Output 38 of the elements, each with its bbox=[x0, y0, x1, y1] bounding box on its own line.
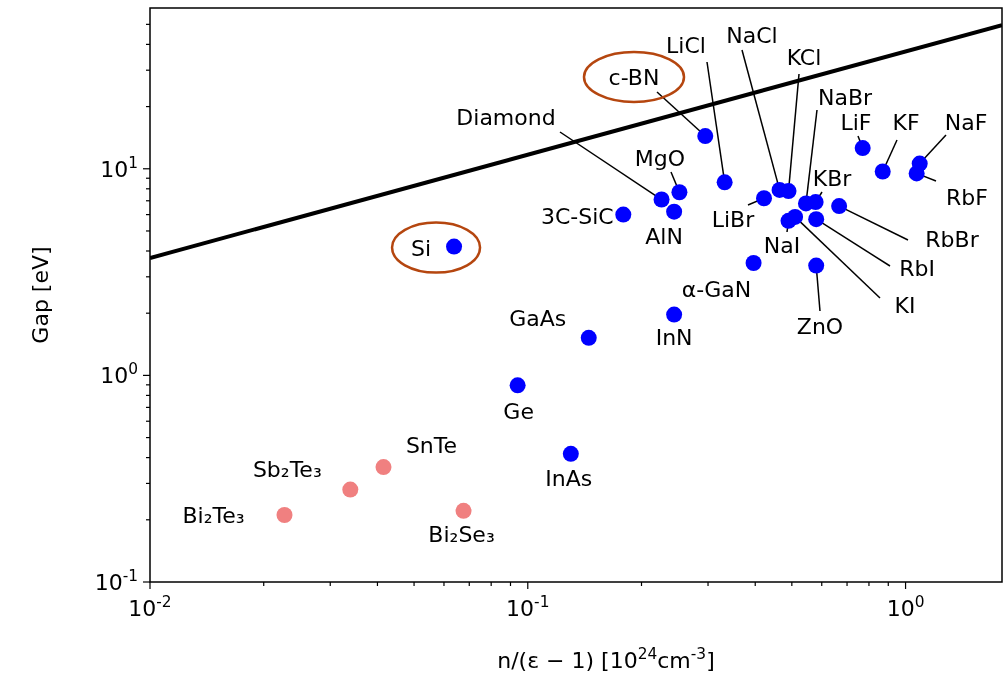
annotation: KF bbox=[892, 109, 920, 135]
annotation: LiF bbox=[840, 109, 872, 135]
annotation: Ge bbox=[503, 398, 534, 424]
annotation: Bi₂Te₃ bbox=[182, 502, 245, 528]
annotation: ZnO bbox=[796, 313, 844, 339]
annotation: Sb₂Te₃ bbox=[252, 456, 322, 482]
y-axis-title: Gap [eV] bbox=[28, 246, 53, 344]
annotation: RbBr bbox=[925, 226, 980, 252]
annotation: RbI bbox=[899, 255, 935, 281]
annotation: NaF bbox=[944, 109, 988, 135]
x-tick-label: 10$^{0}$ bbox=[886, 593, 925, 621]
annotation: MgO bbox=[634, 145, 686, 171]
annotation: 3C-SiC bbox=[540, 203, 614, 229]
annotation: AlN bbox=[645, 223, 683, 249]
annotation: c-BN bbox=[608, 64, 660, 90]
annotation: KI bbox=[894, 292, 916, 318]
annotation: LiCl bbox=[666, 32, 706, 58]
y-tick-label: 10$^{0}$ bbox=[100, 360, 138, 389]
annotation: Diamond bbox=[456, 104, 556, 130]
y-tick-label: 10$^{-1}$ bbox=[94, 567, 138, 595]
annotation: KBr bbox=[812, 165, 853, 191]
annotation: GaAs bbox=[509, 305, 567, 331]
annotation: SnTe bbox=[405, 432, 458, 458]
annotation: KCl bbox=[786, 44, 822, 70]
annotation: Bi₂Se₃ bbox=[428, 521, 495, 547]
x-tick-label: 10$^{-1}$ bbox=[506, 593, 550, 621]
annotation: InAs bbox=[545, 465, 593, 491]
annotation: Si bbox=[411, 235, 432, 261]
x-axis-title: n/(ε − 1) [10$^{24}$cm$^{-3}$] bbox=[497, 645, 715, 673]
annotation: α-GaN bbox=[681, 276, 752, 302]
annotation: NaBr bbox=[817, 84, 873, 110]
annotation: LiBr bbox=[711, 206, 756, 232]
annotation: RbF bbox=[946, 184, 988, 210]
x-tick-label: 10$^{-2}$ bbox=[128, 593, 172, 621]
annotation: InN bbox=[655, 324, 693, 350]
y-tick-label: 10$^{1}$ bbox=[100, 153, 138, 182]
annotation: NaCl bbox=[726, 22, 778, 48]
annotation: NaI bbox=[763, 232, 801, 258]
